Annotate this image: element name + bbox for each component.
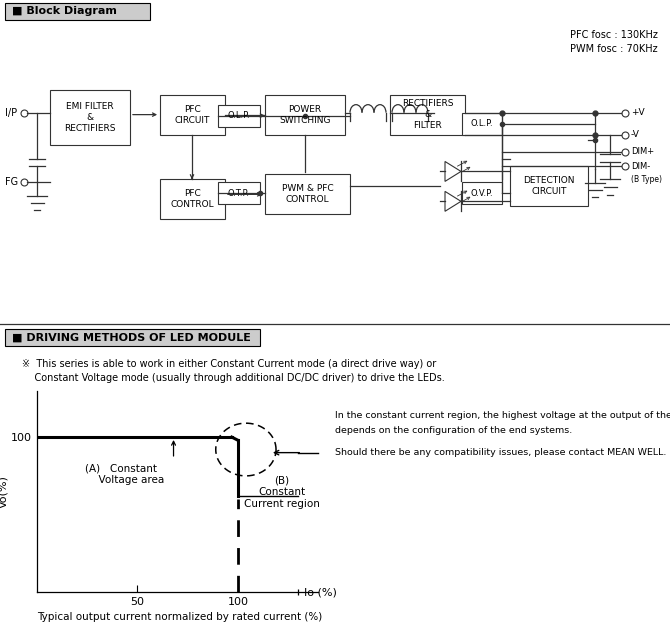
FancyBboxPatch shape [160,180,225,219]
Text: DETECTION
CIRCUIT: DETECTION CIRCUIT [523,176,575,197]
Text: depends on the configuration of the end systems.: depends on the configuration of the end … [335,426,572,435]
Text: RECTIFIERS
&
FILTER: RECTIFIERS & FILTER [402,99,453,130]
Text: (B Type): (B Type) [631,175,662,184]
Text: ■ DRIVING METHODS OF LED MODULE: ■ DRIVING METHODS OF LED MODULE [12,333,251,343]
FancyBboxPatch shape [265,94,345,135]
Text: ■ Block Diagram: ■ Block Diagram [12,6,117,16]
Text: PFC
CIRCUIT: PFC CIRCUIT [175,105,210,125]
Text: Should there be any compatibility issues, please contact MEAN WELL.: Should there be any compatibility issues… [335,448,667,457]
FancyBboxPatch shape [218,183,260,204]
Text: ※  This series is able to work in either Constant Current mode (a direct drive w: ※ This series is able to work in either … [22,359,445,383]
Y-axis label: Vo(%): Vo(%) [0,475,8,508]
Text: -V: -V [631,130,640,139]
Text: PFC fosc : 130KHz
PWM fosc : 70KHz: PFC fosc : 130KHz PWM fosc : 70KHz [570,30,658,54]
FancyBboxPatch shape [462,113,502,135]
Text: O.T.P.: O.T.P. [228,189,250,198]
Text: In the constant current region, the highest voltage at the output of the driver: In the constant current region, the high… [335,411,670,420]
Text: O.L.P.: O.L.P. [471,119,493,128]
Text: POWER
SWITCHING: POWER SWITCHING [279,105,331,125]
FancyBboxPatch shape [265,175,350,214]
Text: FG: FG [5,178,18,187]
Text: DIM+: DIM+ [631,147,654,156]
FancyBboxPatch shape [390,94,465,135]
Text: O.L.P.: O.L.P. [228,111,251,120]
FancyBboxPatch shape [5,3,150,20]
FancyBboxPatch shape [510,166,588,206]
FancyBboxPatch shape [160,94,225,135]
Text: Io (%): Io (%) [304,587,337,597]
Text: PFC
CONTROL: PFC CONTROL [171,189,214,209]
Text: O.V.P.: O.V.P. [471,189,493,198]
Text: Typical output current normalized by rated current (%): Typical output current normalized by rat… [38,612,323,622]
Text: +V: +V [631,108,645,117]
Text: EMI FILTER
&
RECTIFIERS: EMI FILTER & RECTIFIERS [64,101,116,133]
FancyBboxPatch shape [218,105,260,127]
Text: I/P: I/P [5,108,17,118]
FancyBboxPatch shape [5,329,260,346]
FancyBboxPatch shape [50,89,130,144]
Text: DIM-: DIM- [631,162,651,171]
FancyBboxPatch shape [462,183,502,204]
Text: PWM & PFC
CONTROL: PWM & PFC CONTROL [281,185,333,204]
Text: (A)   Constant
      Voltage area: (A) Constant Voltage area [78,464,164,485]
Text: (B)
Constant
Current region: (B) Constant Current region [244,476,320,509]
